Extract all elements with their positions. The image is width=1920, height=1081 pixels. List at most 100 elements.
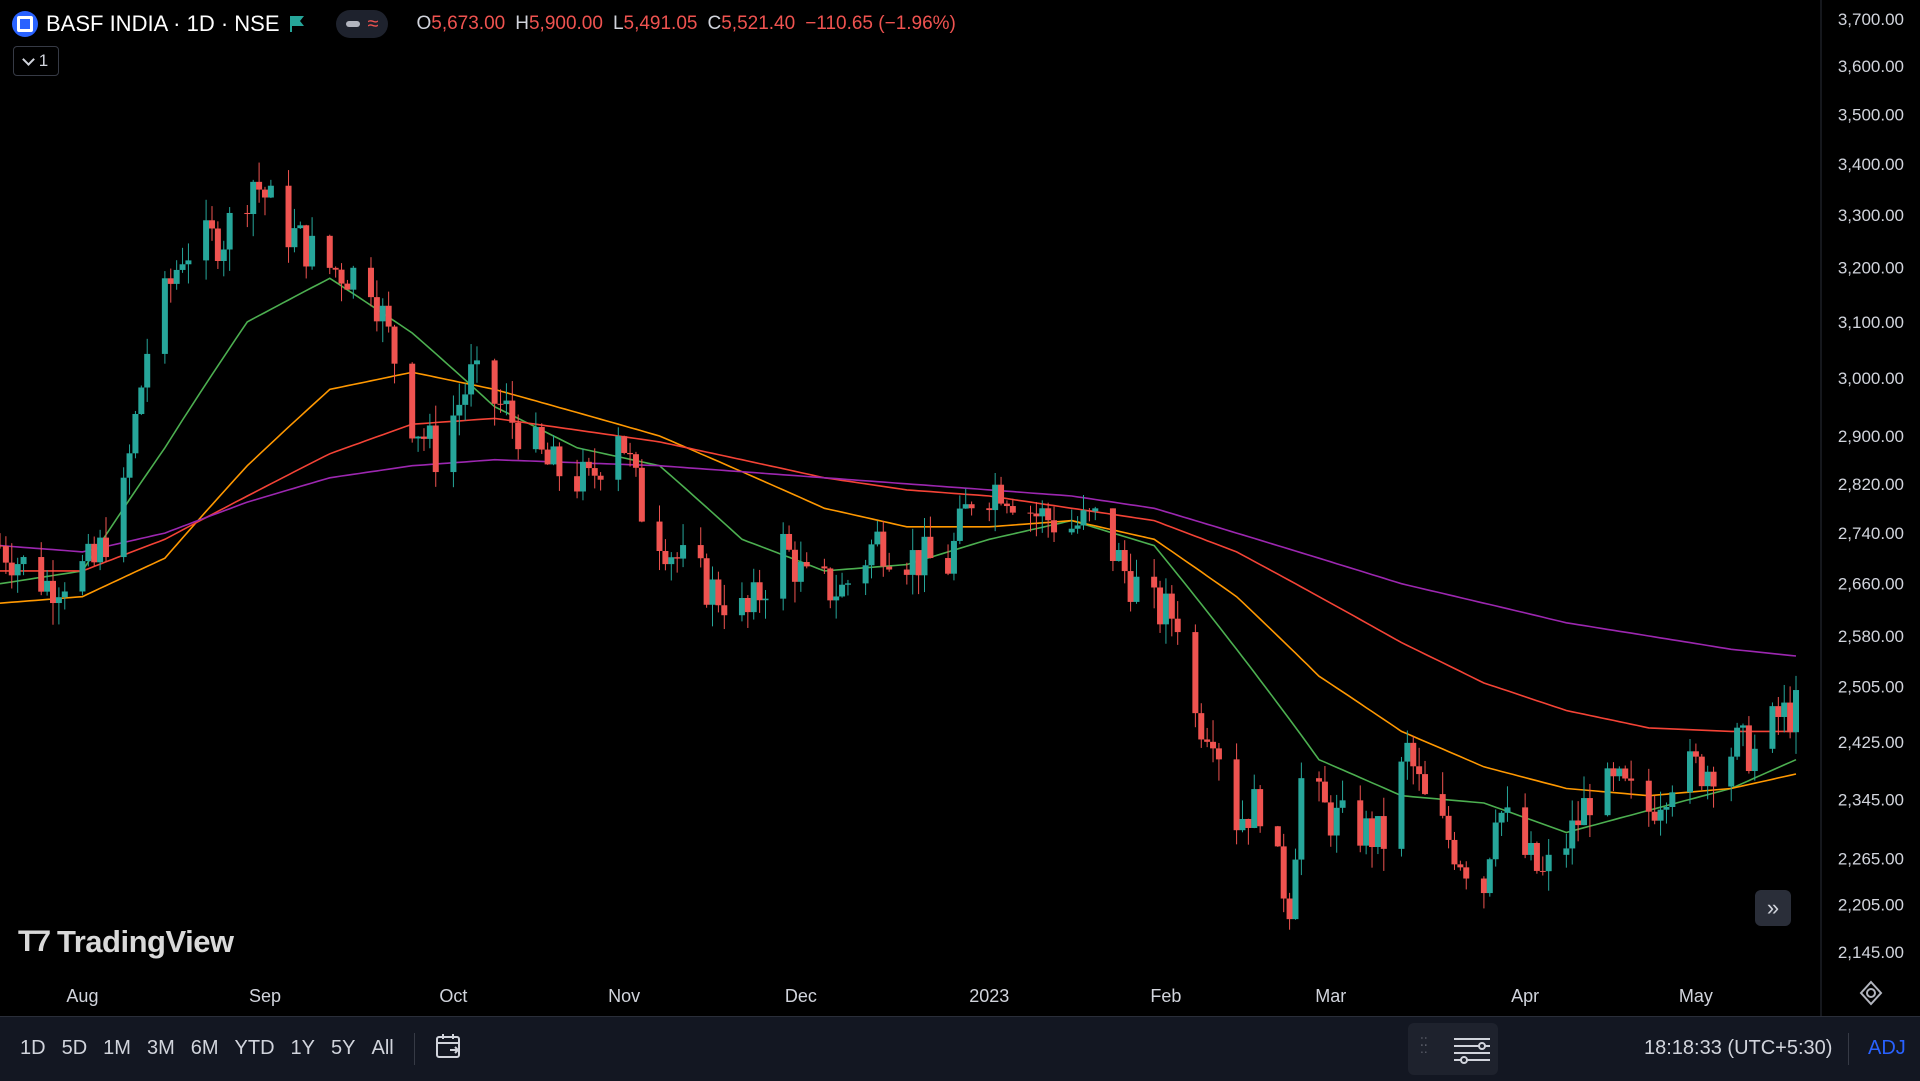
candle-body — [1604, 768, 1611, 816]
candle-body — [886, 566, 893, 570]
range-1d-button[interactable]: 1D — [20, 1037, 46, 1059]
clock-timezone[interactable]: 18:18:33 (UTC+5:30) — [1644, 1037, 1833, 1059]
candle-body — [1286, 898, 1293, 920]
candle-body — [538, 427, 545, 450]
price-tick-label: 2,345.00 — [1838, 790, 1904, 809]
candle-body — [468, 364, 475, 395]
price-tick-label: 2,740.00 — [1838, 524, 1904, 543]
candle-body — [591, 468, 598, 476]
candles — [0, 162, 1799, 930]
candle-body — [332, 267, 339, 270]
range-5d-button[interactable]: 5D — [61, 1037, 88, 1059]
candle-body — [556, 446, 563, 477]
candle-body — [1728, 756, 1735, 787]
candle-body — [833, 596, 840, 601]
time-tick-label: Nov — [608, 986, 640, 1006]
settings-icon[interactable] — [1858, 980, 1884, 1006]
time-tick-label: Mar — [1315, 986, 1346, 1006]
candle-body — [367, 267, 374, 298]
candle-body — [697, 545, 704, 559]
scroll-right-icon[interactable]: » — [1755, 890, 1791, 926]
candle-body — [509, 400, 516, 423]
candle-body — [1192, 632, 1199, 714]
candle-body — [179, 264, 186, 270]
range-all-button[interactable]: All — [371, 1037, 394, 1059]
candle-body — [791, 549, 798, 582]
symbol-logo-icon[interactable] — [12, 11, 38, 37]
candle-body — [1233, 759, 1240, 831]
candle-body — [921, 536, 928, 576]
candle-body — [627, 452, 634, 455]
candle-body — [203, 220, 210, 261]
symbol-title[interactable]: BASF INDIA · 1D · NSE — [46, 11, 280, 36]
candle-body — [1121, 550, 1128, 572]
candle-body — [1298, 778, 1305, 860]
candle-body — [1504, 807, 1511, 813]
candle-body — [1704, 771, 1711, 787]
price-tick-label: 2,820.00 — [1838, 475, 1904, 494]
candle-body — [1251, 789, 1258, 828]
wave-icon: ≈ — [367, 13, 379, 35]
time-tick-label: Aug — [66, 986, 98, 1006]
candle-body — [173, 269, 180, 284]
candle-body — [91, 543, 98, 563]
candle-body — [391, 326, 398, 364]
candle-body — [473, 360, 480, 365]
price-tick-label: 3,400.00 — [1838, 155, 1904, 174]
candle-body — [20, 557, 27, 565]
candle-body — [1410, 742, 1417, 767]
lines-icon[interactable] — [1452, 1035, 1492, 1067]
candle-body — [874, 531, 881, 545]
candle-body — [1168, 593, 1175, 619]
candle-body — [1663, 807, 1670, 810]
moving-average-line-4 — [0, 458, 1797, 657]
price-chart[interactable]: 3,700.00 3,600.00 3,500.00 3,400.00 3,300.00… — [0, 0, 1920, 1016]
candle-body — [1651, 811, 1658, 821]
candle-body — [462, 394, 469, 405]
range-3m-button[interactable]: 3M — [146, 1037, 175, 1059]
candle-body — [373, 297, 380, 322]
time-axis[interactable]: Aug Sep Oct Nov Dec 2023 Feb Mar Apr May — [66, 986, 1712, 1006]
price-axis[interactable]: 3,700.00 3,600.00 3,500.00 3,400.00 3,300.00… — [1838, 10, 1904, 962]
range-5y-button[interactable]: 5Y — [331, 1037, 356, 1059]
collapse-indicators-button[interactable]: 1 — [13, 46, 59, 76]
candle-body — [1357, 800, 1364, 846]
candle-body — [185, 260, 192, 265]
candle-body — [1710, 771, 1717, 787]
candle-body — [309, 235, 316, 267]
candle-body — [161, 278, 168, 354]
candle-body — [2, 546, 9, 563]
candle-body — [1522, 807, 1529, 855]
candle-body — [1204, 739, 1211, 742]
range-ytd-button[interactable]: YTD — [234, 1037, 275, 1059]
candle-body — [1162, 593, 1169, 625]
candle-body — [668, 557, 675, 565]
candle-body — [703, 558, 710, 605]
candle-body — [1569, 820, 1576, 849]
time-tick-label: 2023 — [969, 986, 1009, 1006]
drag-handle-icon[interactable]: ⁚⁚ ⁚⁚ — [1420, 1035, 1428, 1056]
adj-toggle[interactable]: ADJ — [1868, 1037, 1906, 1059]
range-6m-button[interactable]: 6M — [190, 1037, 219, 1059]
candle-body — [1198, 713, 1205, 740]
flag-icon[interactable] — [288, 15, 306, 33]
moving-average-line-2 — [0, 371, 1797, 797]
candle-body — [491, 360, 498, 404]
moving-averages — [0, 277, 1797, 834]
candle-body — [762, 598, 769, 601]
candle-body — [420, 436, 427, 439]
tradingview-watermark[interactable]: T7 TradingView — [18, 924, 234, 960]
calendar-icon[interactable] — [434, 1031, 464, 1061]
moving-average-line-1 — [0, 277, 1797, 834]
candle-body — [97, 537, 104, 563]
candle-body — [1734, 727, 1741, 757]
price-tick-label: 2,265.00 — [1838, 850, 1904, 869]
candle-body — [244, 212, 251, 215]
candle-body — [1257, 789, 1264, 827]
range-1y-button[interactable]: 1Y — [290, 1037, 316, 1059]
bottom-toolbar: 1D 5D 1M 3M 6M YTD 1Y 5Y All ⁚⁚ ⁚⁚ 18:18:… — [0, 1016, 1920, 1081]
candle-body — [1321, 781, 1328, 803]
eye-toggle-icon[interactable]: ≈ — [335, 10, 389, 38]
range-1m-button[interactable]: 1M — [103, 1037, 131, 1059]
candle-body — [1274, 826, 1281, 847]
